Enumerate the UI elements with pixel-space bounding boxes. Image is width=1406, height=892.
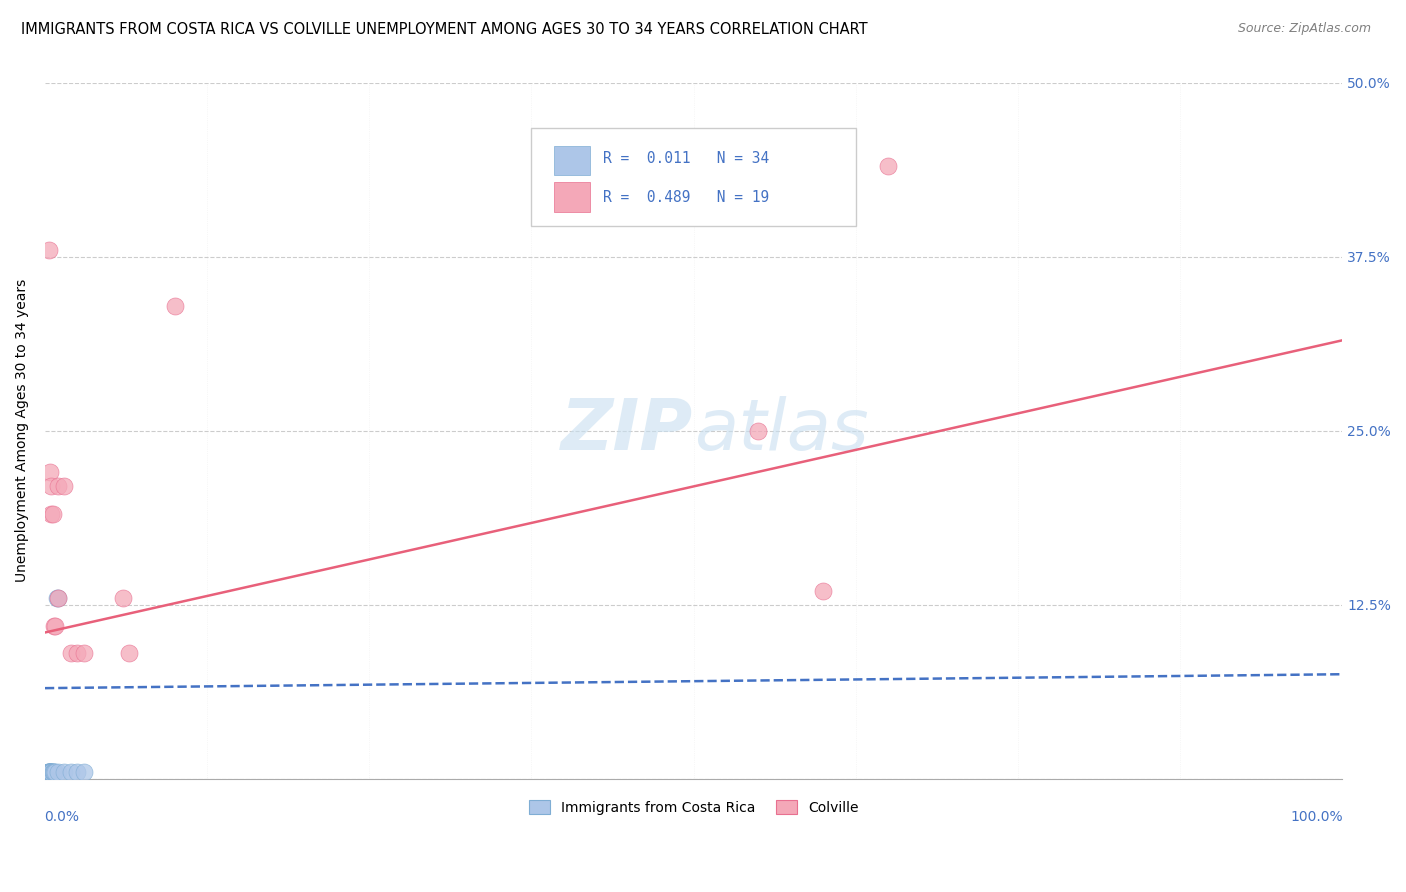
Text: atlas: atlas [693, 396, 869, 466]
Y-axis label: Unemployment Among Ages 30 to 34 years: Unemployment Among Ages 30 to 34 years [15, 279, 30, 582]
Point [35, 772, 58, 786]
Point [66, 764, 89, 779]
Point [38, 764, 60, 779]
Point [42, 764, 65, 779]
Point [42, 618, 65, 632]
Point [73, 764, 96, 779]
Point [111, 591, 134, 605]
Point [37, 764, 59, 779]
Text: 0.0%: 0.0% [44, 810, 79, 824]
Point [37, 772, 59, 786]
Point [45, 591, 67, 605]
Point [53, 479, 76, 493]
Point [38, 764, 60, 779]
Point [46, 591, 69, 605]
Point [37, 764, 59, 779]
Point [39, 764, 62, 779]
Point [59, 764, 82, 779]
Text: IMMIGRANTS FROM COSTA RICA VS COLVILLE UNEMPLOYMENT AMONG AGES 30 TO 34 YEARS CO: IMMIGRANTS FROM COSTA RICA VS COLVILLE U… [21, 22, 868, 37]
Point [39, 764, 62, 779]
Point [41, 764, 63, 779]
Point [42, 764, 65, 779]
Point [41, 764, 63, 779]
Point [46, 591, 69, 605]
Point [163, 299, 186, 313]
FancyBboxPatch shape [554, 145, 591, 175]
Text: 100.0%: 100.0% [1291, 810, 1344, 824]
Point [35, 772, 58, 786]
Point [38, 764, 60, 779]
Point [73, 646, 96, 660]
Point [44, 764, 66, 779]
Point [42, 764, 65, 779]
Point [37, 772, 59, 786]
Point [41, 764, 63, 779]
Point [38, 764, 60, 779]
Point [41, 764, 63, 779]
Point [41, 764, 63, 779]
Point [53, 764, 76, 779]
Point [41, 479, 63, 493]
Text: ZIP: ZIP [561, 396, 693, 466]
Point [46, 764, 69, 779]
Point [42, 764, 65, 779]
Text: R =  0.011   N = 34: R = 0.011 N = 34 [603, 152, 769, 166]
Point [44, 618, 66, 632]
Point [877, 160, 900, 174]
FancyBboxPatch shape [531, 128, 856, 226]
Point [59, 646, 82, 660]
Point [41, 507, 63, 521]
Point [39, 466, 62, 480]
Point [813, 583, 835, 598]
Point [39, 764, 62, 779]
Point [66, 646, 89, 660]
Point [747, 424, 769, 438]
Point [118, 646, 141, 660]
FancyBboxPatch shape [554, 183, 591, 211]
Point [35, 772, 58, 786]
Point [35, 772, 58, 786]
Point [42, 507, 65, 521]
Point [38, 764, 60, 779]
Text: R =  0.489   N = 19: R = 0.489 N = 19 [603, 189, 769, 204]
Legend: Immigrants from Costa Rica, Colville: Immigrants from Costa Rica, Colville [523, 795, 863, 821]
Point [37, 772, 59, 786]
Point [46, 479, 69, 493]
Text: Source: ZipAtlas.com: Source: ZipAtlas.com [1237, 22, 1371, 36]
Point [38, 243, 60, 257]
